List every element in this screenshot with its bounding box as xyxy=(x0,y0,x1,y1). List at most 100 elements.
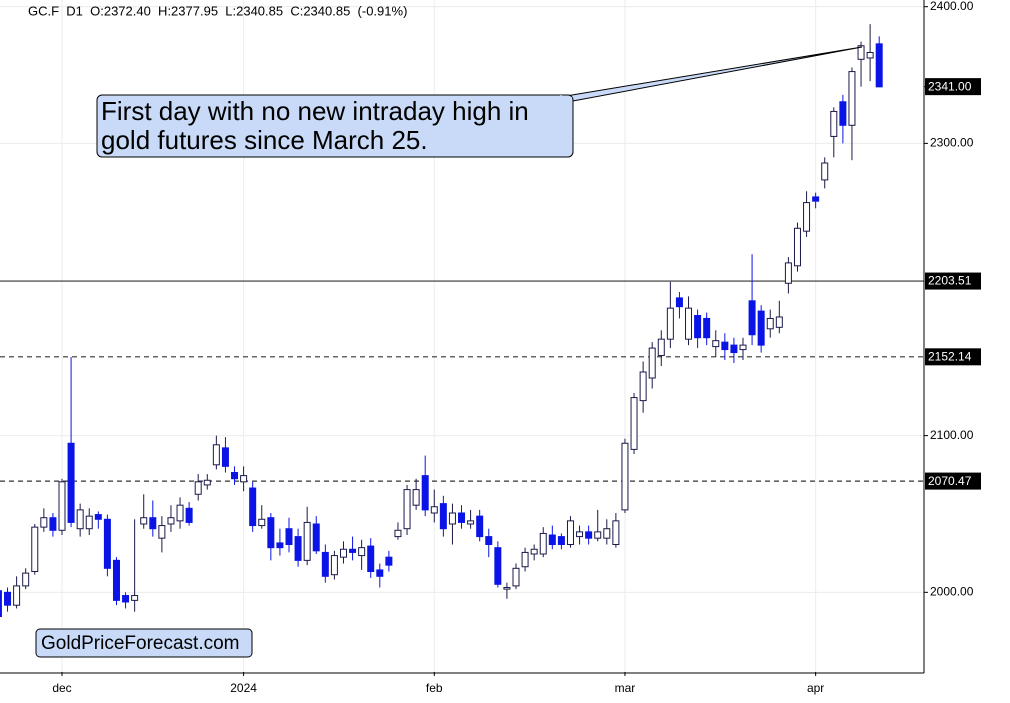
candle-body xyxy=(240,475,248,483)
candle-body xyxy=(639,371,647,402)
candle-body xyxy=(203,479,211,486)
candle-body xyxy=(221,447,229,467)
candle-body xyxy=(803,202,811,232)
watermark: GoldPriceForecast.com xyxy=(35,628,253,658)
candle-body xyxy=(13,585,21,606)
candle-body xyxy=(603,528,611,539)
candle-body xyxy=(566,520,574,545)
candle-body xyxy=(394,529,402,538)
candle-body xyxy=(412,489,420,506)
y-tick-label: 2300.00 xyxy=(930,136,974,150)
candle-body xyxy=(312,523,320,552)
candle-body xyxy=(630,397,638,450)
price-tag xyxy=(925,348,981,366)
candle-body xyxy=(321,551,329,577)
candle-body xyxy=(866,52,874,59)
candle-body xyxy=(112,559,120,601)
candle-body xyxy=(775,316,783,328)
candle-body xyxy=(712,340,720,348)
candle-body xyxy=(4,591,12,606)
candle-body xyxy=(539,532,547,555)
candle-body xyxy=(830,110,838,137)
candle-body xyxy=(40,517,48,528)
candle-body xyxy=(748,300,756,336)
candle-body xyxy=(448,512,456,525)
candle-body xyxy=(131,595,139,601)
candle-body xyxy=(594,531,602,539)
x-tick-label: mar xyxy=(615,681,636,695)
candle-body xyxy=(675,297,683,308)
candle-body xyxy=(58,481,66,531)
candle-body xyxy=(49,517,57,531)
candle-body xyxy=(793,227,801,267)
candle-body xyxy=(485,536,493,545)
candle-body xyxy=(557,536,565,545)
candle-body xyxy=(703,317,711,339)
candle-body xyxy=(330,555,338,576)
candle-body xyxy=(167,517,175,525)
candle-body xyxy=(839,101,847,126)
x-tick-label: apr xyxy=(807,681,824,695)
candle-body xyxy=(249,487,257,527)
y-tick-label: 2100.00 xyxy=(930,428,974,442)
candle-body xyxy=(694,315,702,339)
candle-body xyxy=(848,71,856,126)
x-tick-label: feb xyxy=(426,681,443,695)
candle-body xyxy=(403,489,411,530)
x-tick-label: dec xyxy=(52,681,71,695)
candle-body xyxy=(430,506,438,514)
candle-body xyxy=(494,547,502,585)
watermark-box xyxy=(35,628,253,658)
candle-body xyxy=(212,444,220,466)
candle-body xyxy=(757,310,765,346)
candle-body xyxy=(439,503,447,530)
candle-body xyxy=(94,514,102,520)
candle-body xyxy=(85,515,93,530)
y-tick-label: 2400.00 xyxy=(930,0,974,13)
header: GC.F D1 O:2372.40 H:2377.95 L:2340.85 C:… xyxy=(28,3,407,18)
candle-body xyxy=(730,344,738,354)
price-tag xyxy=(925,472,981,490)
candle-body xyxy=(467,520,475,525)
price-tag xyxy=(925,78,981,96)
candle-body xyxy=(812,196,820,202)
candle-body xyxy=(621,442,629,511)
candle-body xyxy=(421,475,429,511)
candle-body xyxy=(476,515,484,538)
candle-body xyxy=(122,595,130,603)
y-tick-label: 2000.00 xyxy=(930,584,974,598)
candle-body xyxy=(739,344,747,351)
candle-body xyxy=(548,534,556,545)
candle-body xyxy=(657,338,665,357)
candle-body xyxy=(285,528,293,545)
watermark-text: GoldPriceForecast.com xyxy=(41,633,240,654)
candle-body xyxy=(258,518,266,527)
x-tick-label: 2024 xyxy=(230,681,257,695)
candles xyxy=(0,24,883,618)
candle-body xyxy=(103,518,111,569)
candle-body xyxy=(784,262,792,284)
candle-body xyxy=(666,307,674,340)
callout-pointer xyxy=(559,46,863,102)
candle-body xyxy=(22,572,30,587)
candle-body xyxy=(612,520,620,545)
candle-body xyxy=(685,307,693,340)
candle-body xyxy=(339,548,347,558)
callout-join xyxy=(559,95,573,99)
callout-text: First day with no new intraday high in xyxy=(101,96,529,126)
candle-body xyxy=(140,517,148,525)
candle-body xyxy=(503,587,511,590)
candle-body xyxy=(349,548,357,553)
candle-body xyxy=(149,517,157,530)
candle-body xyxy=(185,507,193,523)
candle-body xyxy=(576,531,584,538)
callout-text: gold futures since March 25. xyxy=(101,125,428,155)
candle-body xyxy=(648,347,656,379)
candle-body xyxy=(67,442,75,523)
candle-body xyxy=(0,590,2,618)
candle-body xyxy=(585,531,593,539)
candle-body xyxy=(857,45,865,60)
candle-body xyxy=(358,547,366,557)
